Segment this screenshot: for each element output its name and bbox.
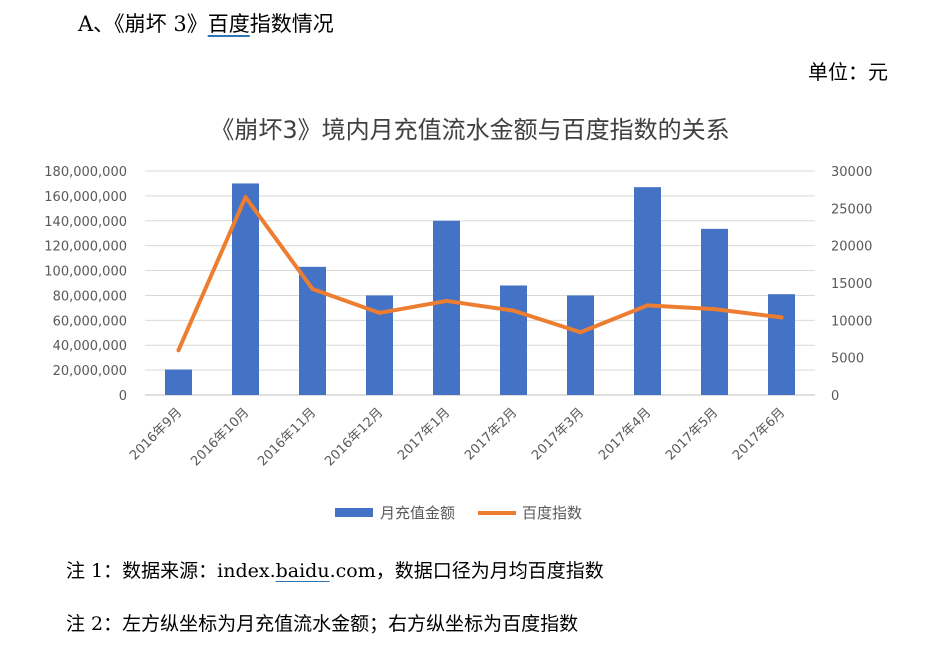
legend: 月充值金额 百度指数 bbox=[335, 504, 582, 522]
bar bbox=[165, 369, 192, 395]
line-series bbox=[176, 195, 784, 353]
y-right-tick-label: 0 bbox=[831, 389, 839, 404]
line-point bbox=[444, 298, 449, 303]
x-tick-label: 2017年2月 bbox=[462, 405, 520, 463]
x-tick-label: 2017年5月 bbox=[663, 405, 721, 463]
line-point bbox=[511, 308, 516, 313]
y-left-tick-label: 140,000,000 bbox=[44, 215, 127, 230]
bar bbox=[634, 187, 661, 395]
line-point bbox=[712, 307, 717, 312]
combo-chart: 《崩坏3》境内月充值流水金额与百度指数的关系 0 20,000,000 40,000… bbox=[44, 116, 872, 522]
bar bbox=[433, 220, 460, 395]
line-point bbox=[310, 286, 315, 291]
x-tick-label: 2016年10月 bbox=[188, 405, 252, 469]
x-tick-label: 2017年1月 bbox=[395, 405, 453, 463]
unit-note: 单位：元 bbox=[808, 60, 888, 84]
bar bbox=[567, 295, 594, 395]
line-point bbox=[578, 330, 583, 335]
x-tick-label: 2017年3月 bbox=[529, 405, 587, 463]
y-axis-left: 0 20,000,000 40,000,000 60,000,000 80,000,00… bbox=[44, 165, 127, 404]
y-left-tick-label: 20,000,000 bbox=[53, 364, 127, 379]
note1-underlined: baidu bbox=[275, 560, 330, 582]
line-point bbox=[243, 195, 248, 200]
y-left-tick-label: 40,000,000 bbox=[53, 339, 127, 354]
y-right-tick-label: 10000 bbox=[831, 314, 872, 329]
x-tick-label: 2017年6月 bbox=[730, 405, 788, 463]
line-point bbox=[176, 348, 181, 353]
y-left-tick-label: 160,000,000 bbox=[44, 190, 127, 205]
y-left-tick-label: 180,000,000 bbox=[44, 165, 127, 180]
note1-prefix: 注 1：数据来源：index. bbox=[66, 560, 276, 582]
y-axis-right: 0 5000 10000 15000 20000 25000 30000 bbox=[831, 165, 872, 404]
y-left-tick-label: 80,000,000 bbox=[53, 289, 127, 304]
y-right-tick-label: 15000 bbox=[831, 277, 872, 292]
heading-underlined: 百度 bbox=[207, 12, 250, 36]
x-tick-label: 2017年4月 bbox=[596, 405, 654, 463]
x-axis: 2016年9月 2016年10月 2016年11月 2016年12月 2017年1月 20… bbox=[127, 405, 788, 469]
x-tick-label: 2016年9月 bbox=[127, 405, 185, 463]
line-point bbox=[645, 303, 650, 308]
heading-suffix: 指数情况 bbox=[249, 12, 334, 36]
heading-prefix: A、《崩坏 3》 bbox=[78, 12, 208, 36]
series-line bbox=[176, 195, 784, 353]
chart-title: 《崩坏3》境内月充值流水金额与百度指数的关系 bbox=[210, 116, 729, 144]
line-point bbox=[377, 310, 382, 315]
x-tick-label: 2016年11月 bbox=[255, 405, 319, 469]
footnote-2: 注 2：左方纵坐标为月充值流水金额；右方纵坐标为百度指数 bbox=[66, 613, 579, 635]
line-point bbox=[779, 315, 784, 320]
y-left-tick-label: 100,000,000 bbox=[44, 265, 127, 280]
y-right-tick-label: 25000 bbox=[831, 202, 872, 217]
x-tick-label: 2016年12月 bbox=[322, 405, 386, 469]
legend-bar-swatch bbox=[335, 508, 373, 517]
y-left-tick-label: 120,000,000 bbox=[44, 240, 127, 255]
bar bbox=[768, 294, 795, 395]
bar bbox=[500, 285, 527, 395]
bar-series bbox=[165, 183, 795, 395]
legend-line-label: 百度指数 bbox=[522, 504, 582, 522]
y-left-tick-label: 60,000,000 bbox=[53, 314, 127, 329]
y-left-tick-label: 0 bbox=[119, 389, 127, 404]
y-right-tick-label: 20000 bbox=[831, 240, 872, 255]
legend-bar-label: 月充值金额 bbox=[380, 504, 455, 522]
section-heading: A、《崩坏 3》百度指数情况 bbox=[78, 8, 334, 38]
footnote-1: 注 1：数据来源：index.baidu.com，数据口径为月均百度指数 bbox=[66, 556, 604, 583]
note1-suffix: .com，数据口径为月均百度指数 bbox=[329, 560, 604, 582]
y-right-tick-label: 5000 bbox=[831, 352, 864, 367]
y-right-tick-label: 30000 bbox=[831, 165, 872, 180]
